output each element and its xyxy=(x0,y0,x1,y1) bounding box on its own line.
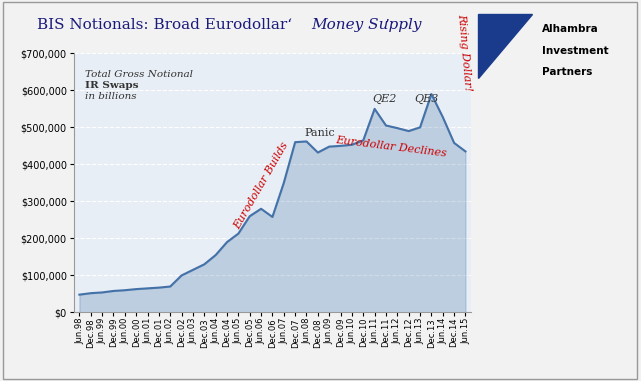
Text: Alhambra: Alhambra xyxy=(542,24,599,34)
Text: QE2: QE2 xyxy=(372,94,397,104)
Text: Eurodollar Declines: Eurodollar Declines xyxy=(335,135,447,159)
Text: BIS Notionals: Broad Eurodollar‘: BIS Notionals: Broad Eurodollar‘ xyxy=(37,18,292,32)
Text: in billions: in billions xyxy=(85,92,137,101)
Text: IR Swaps: IR Swaps xyxy=(85,81,138,90)
Text: Investment: Investment xyxy=(542,46,608,56)
Text: Rising Dollar!: Rising Dollar! xyxy=(456,14,473,92)
Text: Partners: Partners xyxy=(542,67,592,77)
Text: Total Gross Notional: Total Gross Notional xyxy=(85,70,193,79)
Polygon shape xyxy=(478,14,532,78)
Text: ’: ’ xyxy=(385,18,390,32)
Text: QE3: QE3 xyxy=(414,94,438,104)
Text: Panic: Panic xyxy=(304,128,335,138)
Text: Money Supply: Money Supply xyxy=(312,18,422,32)
Text: Eurodollar Builds: Eurodollar Builds xyxy=(233,140,291,231)
